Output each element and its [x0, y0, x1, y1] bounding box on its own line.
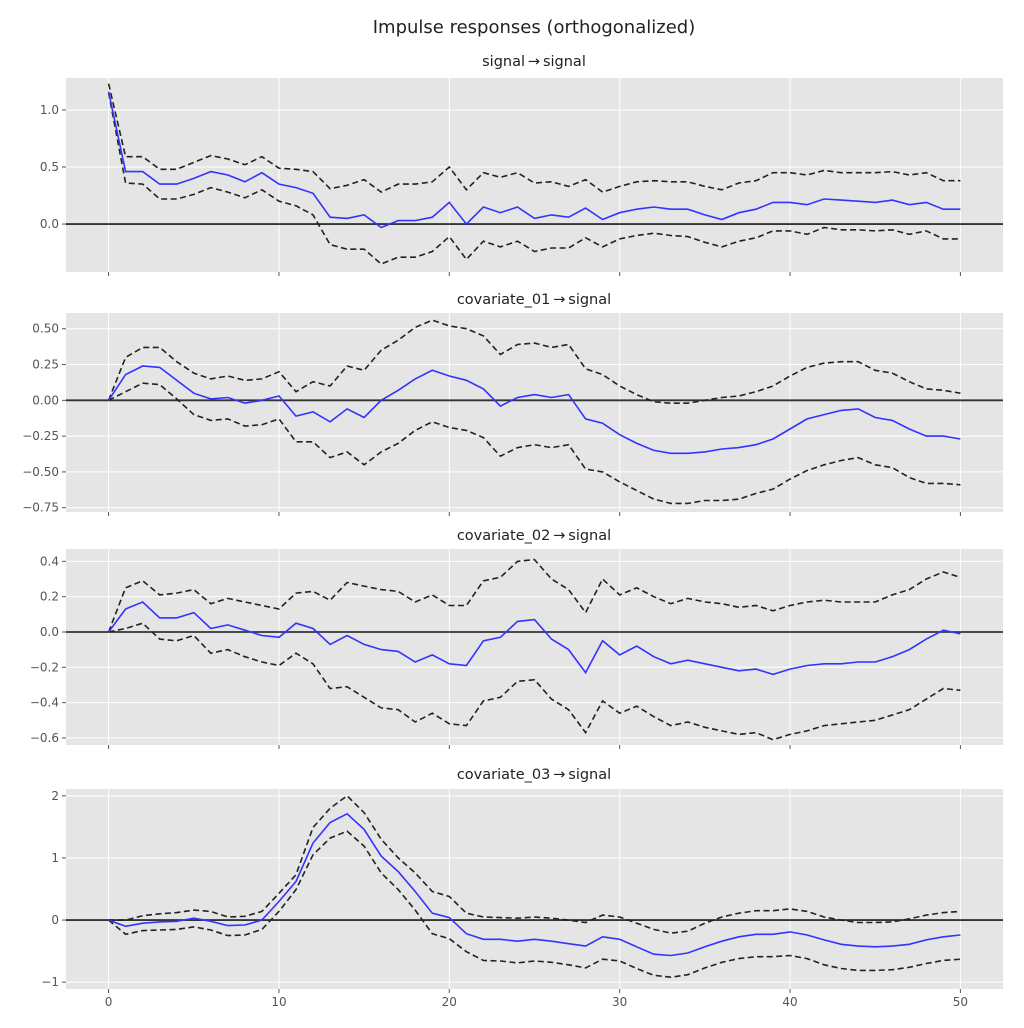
upper-confidence-band [107, 319, 961, 405]
y-tick-label: −0.25 [22, 429, 59, 443]
y-tick-label: −0.2 [30, 660, 59, 674]
y-tick-label: −0.4 [30, 696, 59, 710]
panel-title: covariate_01 → signal [457, 292, 611, 308]
panel-1: 1.0 0.5 0.0 signal → signal [40, 54, 1003, 276]
figure-title: Impulse responses (orthogonalized) [373, 17, 695, 38]
plot-background [66, 549, 1003, 745]
y-tick-label: −0.6 [30, 731, 59, 745]
y-tick-label: 1.0 [40, 103, 59, 117]
y-tick-label: 0.5 [40, 160, 59, 174]
y-tick-label: 0.0 [40, 625, 59, 639]
x-tick-label: 50 [953, 995, 968, 1009]
lower-confidence-band [107, 92, 961, 265]
x-tick-label: 10 [271, 995, 286, 1009]
plot-background [66, 313, 1003, 512]
impulse-response-line [107, 601, 961, 676]
x-tick-label: 0 [105, 995, 113, 1009]
lower-confidence-band [108, 830, 961, 979]
plot-background [66, 78, 1003, 272]
y-tick-label: 0.50 [32, 322, 59, 336]
impulse-response-line [107, 365, 961, 455]
panel-title: covariate_03 → signal [457, 767, 611, 783]
y-tick-label: 0.0 [40, 217, 59, 231]
y-tick-label: 0.00 [32, 393, 59, 407]
panel-title: covariate_02 → signal [457, 528, 611, 544]
panel-title: signal → signal [482, 54, 586, 70]
x-tick-label: 20 [442, 995, 457, 1009]
y-tick-label: 2 [51, 789, 59, 803]
upper-confidence-band [107, 83, 961, 194]
panel-2: 0.50 0.25 0.00 −0.25 −0.50 −0.75 covariate_01 … [22, 292, 1003, 516]
y-tick-label: 0.4 [40, 554, 59, 568]
plot-background [66, 789, 1003, 989]
upper-confidence-band [108, 794, 961, 934]
y-tick-label: −1 [41, 975, 59, 989]
impulse-response-line [108, 812, 961, 957]
upper-confidence-band [107, 558, 961, 633]
panel-3: 0.4 0.2 0.0 −0.2 −0.4 −0.6 covariate_02 → sign… [30, 528, 1003, 749]
y-tick-label: 1 [51, 851, 59, 865]
x-tick-label: 40 [782, 995, 797, 1009]
y-tick-label: 0 [51, 913, 59, 927]
y-tick-label: −0.50 [22, 465, 59, 479]
x-tick-label: 30 [612, 995, 627, 1009]
y-tick-label: −0.75 [22, 501, 59, 515]
y-tick-label: 0.2 [40, 590, 59, 604]
lower-confidence-band [108, 622, 961, 741]
y-tick-label: 0.25 [32, 358, 59, 372]
impulse-response-line [107, 91, 961, 229]
